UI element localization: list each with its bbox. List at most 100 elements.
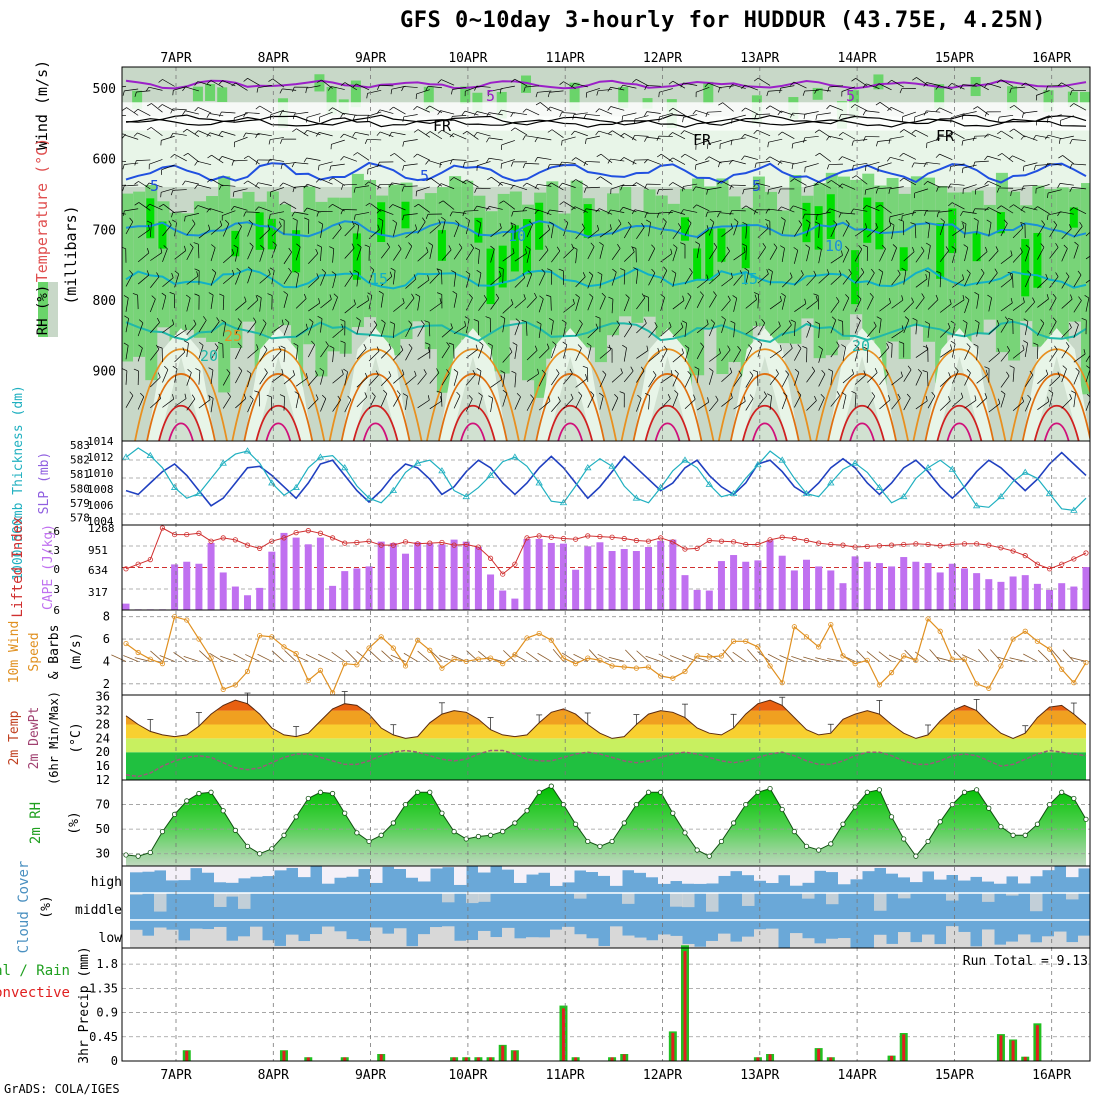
wind-barb-flag: [402, 165, 405, 171]
wind-barb: [914, 188, 929, 194]
cape-tick: 951: [88, 544, 108, 557]
cloud-low: [1018, 934, 1031, 948]
wind-barb: [405, 347, 413, 361]
wind-barb: [1037, 374, 1049, 384]
cloud-low: [634, 937, 647, 948]
wind-barb-flag: [255, 133, 259, 138]
wind-barb: [476, 85, 491, 88]
rh2m-marker: [500, 828, 506, 835]
wind-barb-flag: [728, 160, 733, 165]
bottom-date-label: 16APR: [1032, 1068, 1071, 1083]
wind-barb: [185, 110, 199, 115]
ylabel-wind10: 10m Wind: [7, 621, 22, 684]
wind-barb-flag: [557, 396, 561, 402]
rh2m-marker: [390, 820, 396, 826]
wind-barb: [417, 373, 427, 385]
wind-barb-flag: [561, 140, 563, 146]
wind-barb: [768, 186, 783, 190]
wind10-marker: [500, 661, 506, 667]
wind-barb-flag: [414, 203, 419, 208]
wind-barb-flag: [182, 128, 188, 133]
wind-barb: [806, 275, 817, 286]
wind-barb-flag: [267, 224, 271, 230]
wind-barb: [962, 111, 977, 115]
wind-barb: [525, 135, 540, 139]
wind-barb-flag: [814, 129, 820, 133]
li-marker: [949, 541, 955, 548]
wind-barb-flag: [534, 137, 538, 143]
precip-bar-convective: [513, 1050, 517, 1061]
wind-barb-flag: [1008, 155, 1013, 160]
wind-barb-flag: [525, 248, 527, 254]
rh-fill-high: [851, 250, 860, 305]
wind-barb-flag: [790, 319, 796, 323]
wind-barb: [879, 225, 891, 235]
cloud-low: [130, 929, 143, 948]
wind-barb-flag: [682, 186, 684, 192]
cape-tick: 1268: [88, 522, 115, 535]
wind-barb-flag: [802, 214, 805, 219]
wind-barb: [647, 159, 661, 165]
thickness-marker: [972, 502, 981, 509]
wind-barb-flag: [206, 80, 212, 84]
cape-bar: [365, 566, 373, 610]
wind-barb-flag: [231, 82, 236, 87]
wind-barb-flag: [510, 185, 515, 190]
wind-barb-flag: [869, 293, 874, 298]
wind-barb: [781, 220, 786, 235]
wind-barb: [622, 84, 637, 89]
rh2m-marker: [937, 819, 943, 825]
wind-barb: [575, 297, 580, 311]
wind-barb: [270, 109, 285, 116]
cloud-low: [274, 945, 287, 948]
wind-barb-flag: [620, 368, 623, 374]
wind-barb-flag: [1074, 321, 1079, 325]
wind-barb: [526, 273, 533, 288]
cloud-high: [958, 866, 971, 881]
thickness-tick: 581: [70, 468, 90, 481]
wind-barb-flag: [1040, 319, 1045, 324]
wind-barb-flag: [478, 392, 483, 397]
cape-bar: [207, 542, 215, 610]
li-marker: [913, 541, 919, 547]
wind-barb-flag: [767, 142, 769, 148]
cape-bar: [620, 548, 628, 610]
wind-barb-flag: [924, 210, 927, 216]
rh-fill-high: [717, 228, 726, 262]
wind-barb-flag: [620, 268, 625, 271]
wind-barb-flag: [595, 323, 599, 329]
temp-contour: [125, 116, 1087, 128]
thickness-marker: [705, 480, 713, 487]
wind-barb-flag: [498, 109, 502, 115]
wind10-marker: [342, 661, 348, 667]
ylabel-cloud-unit: (%): [39, 895, 54, 918]
wind-barb-flag: [1021, 112, 1024, 118]
cloud-low: [718, 933, 731, 948]
wind-barb: [258, 206, 272, 213]
wind-barb: [660, 349, 668, 363]
wind-barb: [283, 294, 288, 308]
rh2m-marker: [670, 810, 676, 816]
cape-bar: [596, 542, 604, 610]
wind-barb-flag: [218, 80, 223, 85]
wind-barb-flag: [1077, 270, 1082, 276]
upper-ytick: 900: [93, 364, 116, 379]
wind-barb-flag: [110, 116, 112, 121]
wind-barb-flag: [340, 113, 344, 118]
wind-barb-flag: [936, 212, 939, 218]
wind-barb: [818, 373, 826, 387]
wind-barb: [403, 114, 418, 118]
wind-barb-flag: [267, 293, 273, 296]
wind-barb-flag: [243, 211, 247, 217]
temp-tick: 36: [96, 690, 110, 704]
wind-barb-flag: [243, 78, 248, 82]
wind-barb-flag: [911, 129, 916, 134]
rh-dome-inner: [353, 356, 398, 441]
wind-barb-flag: [129, 391, 134, 396]
wind-barb-flag: [876, 141, 878, 147]
wind-barb: [794, 372, 800, 386]
wind-barb: [696, 244, 700, 259]
cape-bar: [717, 561, 725, 610]
wind-barb: [173, 86, 187, 91]
wind-barb: [429, 223, 441, 234]
